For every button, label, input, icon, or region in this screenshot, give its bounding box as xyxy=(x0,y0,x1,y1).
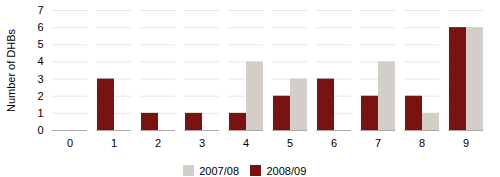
svg-text:1: 1 xyxy=(111,137,117,149)
svg-text:2: 2 xyxy=(37,90,43,102)
svg-text:6: 6 xyxy=(37,21,43,33)
svg-text:4: 4 xyxy=(243,137,249,149)
svg-text:1: 1 xyxy=(37,107,43,119)
html-text:2008/09: 2008/09 xyxy=(266,164,307,177)
svg-text:5: 5 xyxy=(287,137,293,149)
svg-text:8: 8 xyxy=(419,137,425,149)
svg-text:2: 2 xyxy=(155,137,161,149)
svg-text:0: 0 xyxy=(67,137,73,149)
svg-text:6: 6 xyxy=(331,137,337,149)
svg-text:5: 5 xyxy=(37,38,43,50)
svg-text:7: 7 xyxy=(375,137,381,149)
svg-text:3: 3 xyxy=(37,73,43,85)
svg-text:Number of DHBs: Number of DHBs xyxy=(5,28,17,112)
svg-text:4: 4 xyxy=(37,55,43,67)
svg-text:3: 3 xyxy=(199,137,205,149)
html-text:2007/08: 2007/08 xyxy=(199,164,239,177)
svg-text:9: 9 xyxy=(463,137,469,149)
svg-text:7: 7 xyxy=(37,4,43,16)
svg-text:0: 0 xyxy=(37,124,43,136)
